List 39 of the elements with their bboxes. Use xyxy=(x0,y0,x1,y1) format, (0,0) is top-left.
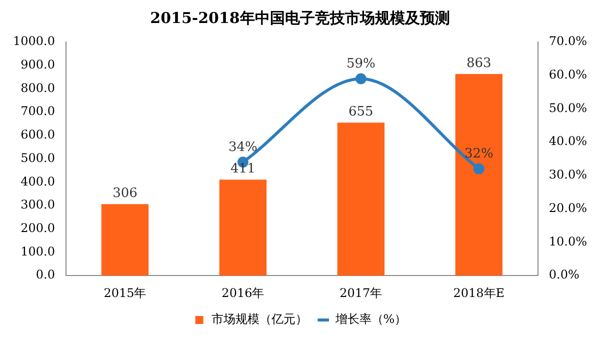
y-tick-label: 800.0 xyxy=(20,80,55,95)
data-label: 655 xyxy=(348,104,374,120)
x-tick-label: 2018年E xyxy=(453,286,505,300)
y2-tick-label: 0.0% xyxy=(548,268,580,282)
y-tick-label: 0.0 xyxy=(36,268,55,282)
legend-label: 市场规模（亿元） xyxy=(211,312,308,326)
y2-tick-label: 70.0% xyxy=(548,34,588,48)
y2-tick-label: 50.0% xyxy=(548,100,588,115)
data-label: 863 xyxy=(466,56,492,71)
x-tick-label: 2016年 xyxy=(222,286,264,300)
chart-title: 2015-2018年中国电子竞技市场规模及预测 xyxy=(150,8,450,27)
y-tick-label: 400.0 xyxy=(20,174,55,188)
y2-tick-label: 10.0% xyxy=(548,234,588,248)
y-tick-label: 500.0 xyxy=(20,150,55,165)
legend-label: 增长率（%） xyxy=(334,312,407,326)
y-tick-label: 100.0 xyxy=(20,244,55,258)
y-tick-label: 600.0 xyxy=(20,128,55,142)
y2-tick-label: 30.0% xyxy=(548,168,588,182)
bar xyxy=(455,74,502,276)
y-tick-label: 900.0 xyxy=(20,57,55,72)
data-label: 59% xyxy=(346,56,376,72)
data-label: 411 xyxy=(230,161,256,176)
y2-tick-label: 60.0% xyxy=(548,67,588,82)
point xyxy=(473,163,484,174)
y2-tick-label: 20.0% xyxy=(548,200,588,215)
y-tick-label: 300.0 xyxy=(20,198,55,212)
data-label: 32% xyxy=(464,146,494,162)
bar xyxy=(337,122,385,276)
y-tick-label: 1000.0 xyxy=(12,34,55,48)
x-tick-label: 2017年 xyxy=(340,286,382,300)
point xyxy=(355,73,366,84)
y-tick-label: 200.0 xyxy=(20,221,55,236)
x-tick-label: 2015年 xyxy=(104,286,146,300)
bar xyxy=(101,204,149,276)
y-tick-label: 700.0 xyxy=(20,104,55,118)
data-label: 34% xyxy=(228,140,258,156)
data-label: 306 xyxy=(112,186,138,201)
y2-tick-label: 40.0% xyxy=(548,134,588,148)
bar xyxy=(219,180,267,276)
